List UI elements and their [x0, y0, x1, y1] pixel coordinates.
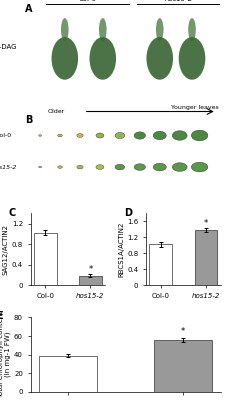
Ellipse shape	[134, 132, 146, 139]
Ellipse shape	[39, 166, 42, 168]
Bar	[79, 276, 102, 285]
Ellipse shape	[153, 131, 166, 140]
Ellipse shape	[191, 162, 208, 172]
Ellipse shape	[115, 164, 125, 170]
Text: Col-0: Col-0	[79, 0, 97, 2]
Ellipse shape	[134, 164, 146, 170]
Text: hos15-2: hos15-2	[0, 164, 17, 170]
Text: Col-0: Col-0	[0, 133, 12, 138]
Y-axis label: RBCS1A/ACTIN2: RBCS1A/ACTIN2	[118, 222, 124, 277]
Text: C: C	[8, 208, 15, 218]
Ellipse shape	[147, 37, 173, 80]
Text: *: *	[181, 328, 185, 336]
Text: 40-DAG: 40-DAG	[0, 44, 17, 50]
Ellipse shape	[77, 165, 83, 169]
Ellipse shape	[156, 18, 164, 41]
Ellipse shape	[58, 134, 62, 137]
Text: B: B	[25, 115, 32, 125]
Ellipse shape	[61, 18, 69, 41]
Text: hos15-2: hos15-2	[165, 0, 193, 2]
Ellipse shape	[96, 165, 104, 169]
Ellipse shape	[191, 130, 208, 141]
Ellipse shape	[39, 135, 42, 136]
Ellipse shape	[58, 166, 62, 168]
Text: A: A	[25, 4, 32, 14]
Bar	[149, 244, 172, 285]
Text: *: *	[88, 265, 93, 274]
Y-axis label: Total Chlorophyll content
(in mg-1 FW): Total Chlorophyll content (in mg-1 FW)	[0, 311, 11, 398]
Bar	[154, 340, 212, 392]
Text: D: D	[124, 208, 132, 218]
Ellipse shape	[96, 133, 104, 138]
Ellipse shape	[77, 134, 83, 138]
Bar	[34, 233, 57, 285]
Ellipse shape	[172, 131, 187, 140]
Text: Older: Older	[48, 109, 65, 114]
Text: E: E	[0, 311, 3, 321]
Ellipse shape	[153, 163, 166, 171]
Ellipse shape	[89, 37, 116, 80]
Ellipse shape	[115, 132, 125, 138]
Ellipse shape	[188, 18, 196, 41]
Ellipse shape	[99, 18, 107, 41]
Bar	[39, 356, 97, 392]
Text: *: *	[204, 219, 208, 228]
Ellipse shape	[179, 37, 205, 80]
Ellipse shape	[172, 163, 187, 172]
Bar	[195, 230, 217, 285]
Y-axis label: SAG12/ACTIN2: SAG12/ACTIN2	[3, 224, 9, 275]
Text: Younger leaves: Younger leaves	[171, 105, 219, 110]
Ellipse shape	[51, 37, 78, 80]
